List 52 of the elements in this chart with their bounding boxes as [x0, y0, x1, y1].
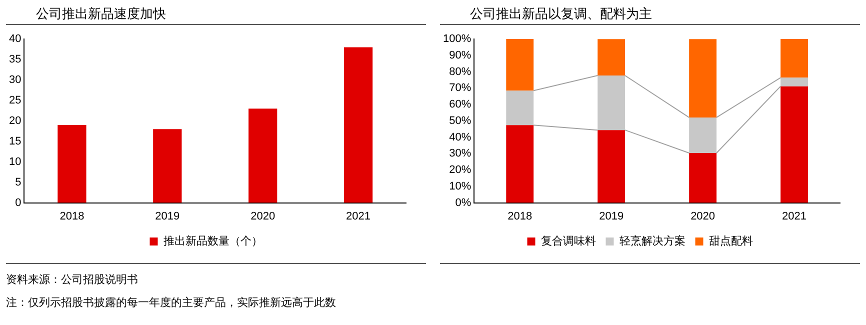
- bar: [689, 39, 717, 118]
- bar: [598, 76, 626, 130]
- bar: [598, 130, 626, 203]
- x-tick-label: 2019: [155, 210, 180, 222]
- text: 注：仅列示招股书披露的每一年度的主要产品，实际推新远高于此数: [6, 295, 337, 310]
- legend-label: 复合调味料: [540, 234, 596, 248]
- y-tick-label: 30%: [449, 148, 472, 160]
- x-tick-label: 2021: [346, 210, 371, 222]
- y-tick-label: 35: [8, 54, 22, 66]
- bar: [780, 78, 808, 86]
- x-tick-label: 2020: [250, 210, 276, 222]
- y-tick-label: 25: [8, 94, 22, 106]
- y-tick-label: 15: [8, 135, 22, 148]
- text: 资料来源：公司招股说明书: [6, 272, 139, 287]
- bar: [780, 86, 808, 203]
- y-tick-label: 90%: [449, 49, 472, 62]
- bar: [689, 153, 717, 203]
- bar: [153, 129, 182, 203]
- y-tick-label: 10%: [449, 180, 472, 192]
- y-tick-label: 80%: [449, 66, 472, 78]
- y-tick-label: 40%: [449, 131, 472, 144]
- chart-title: 公司推出新品速度加快: [6, 0, 426, 25]
- bar: [598, 39, 626, 76]
- chart-title: 公司推出新品以复调、配料为主: [440, 0, 860, 25]
- y-tick-label: 0: [15, 196, 22, 209]
- x-tick-label: 2018: [60, 210, 84, 222]
- bar: [506, 90, 534, 126]
- bar: [780, 39, 808, 78]
- y-tick-label: 0%: [455, 196, 472, 209]
- y-tick-label: 60%: [449, 98, 472, 111]
- legend-label: 轻烹解决方案: [619, 234, 686, 248]
- legend-label: 甜点配料: [708, 234, 753, 248]
- bar: [506, 125, 534, 203]
- bar: [248, 108, 278, 203]
- x-tick-label: 2020: [690, 210, 716, 222]
- y-tick-label: 70%: [449, 82, 472, 94]
- y-tick-label: 10: [8, 156, 22, 168]
- x-tick-label: 2019: [599, 210, 624, 222]
- bar: [58, 124, 86, 203]
- bar: [344, 47, 373, 203]
- legend-label: 推出新品数量（个）: [163, 234, 262, 248]
- y-tick-label: 50%: [449, 114, 472, 127]
- y-tick-label: 5: [15, 176, 22, 188]
- bar: [506, 39, 534, 91]
- y-tick-label: 30: [8, 74, 22, 86]
- y-tick-label: 40: [8, 33, 22, 46]
- y-tick-label: 100%: [442, 33, 472, 46]
- x-tick-label: 2021: [782, 210, 807, 222]
- y-tick-label: 20%: [449, 164, 472, 176]
- y-tick-label: 20: [8, 114, 22, 127]
- x-tick-label: 2018: [508, 210, 532, 222]
- bar: [689, 117, 717, 154]
